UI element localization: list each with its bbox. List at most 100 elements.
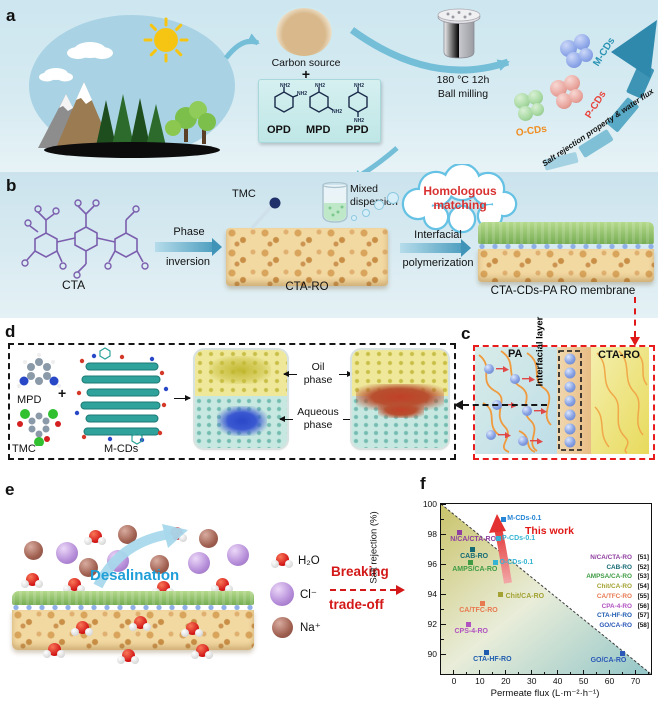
legend-row: CTA-HF-RO [57]	[586, 611, 649, 621]
oil-phase-text: phase	[303, 374, 333, 386]
cta-cds-pa-label: CTA-CDs-PA RO membrane	[490, 285, 636, 297]
data-point	[465, 621, 471, 627]
oil-arrow-right	[339, 371, 353, 378]
data-point-label: CAB-RO	[460, 552, 489, 560]
chart-legend: N/CA/CTA-RO [51] CAB-RO [52] AMPSA/CA-RO [53]…	[586, 553, 649, 631]
data-point	[500, 516, 506, 522]
x-minor-tick	[544, 671, 546, 674]
legend-ref: [54]	[637, 583, 649, 591]
y-tick-label: 96	[427, 559, 437, 570]
water-molecule	[21, 570, 43, 590]
legend-ref: [55]	[637, 592, 649, 600]
plus-sign-d: +	[58, 385, 67, 401]
y-tick-label: 98	[427, 529, 437, 540]
y-minor-tick	[441, 548, 444, 550]
simulation-box-after	[352, 350, 448, 448]
breaking-text: Breaking	[331, 564, 389, 579]
panel-b-label: b	[6, 176, 17, 195]
chloride-ion	[227, 544, 249, 566]
x-tick-mark	[505, 669, 507, 674]
mpd-molecule-label: MPD	[17, 394, 42, 406]
legend-ref: [52]	[637, 563, 649, 571]
x-tick-label: 20	[501, 676, 511, 686]
legend-name: N/CA/CTA-RO	[590, 554, 632, 561]
conifer-trees	[96, 94, 166, 150]
svg-text:NH2: NH2	[332, 109, 342, 115]
panel-a-label: a	[6, 6, 16, 25]
simulation-box-before	[195, 350, 287, 448]
interfacial-layer-box	[558, 350, 582, 451]
svg-text:NH2: NH2	[315, 83, 325, 89]
legend-row: CPA-4-RO [56]	[586, 602, 649, 612]
phase-text: Phase	[173, 226, 205, 238]
mcds-molecular-structure	[74, 347, 169, 445]
x-tick-mark	[531, 669, 533, 674]
water-molecule	[43, 640, 65, 660]
data-point-label: GO/CA-RO	[590, 657, 627, 665]
data-point-label: O-CDs-0.1	[499, 558, 534, 566]
opd-label: OPD	[267, 124, 291, 136]
data-point-label: N/CA/CTA-RO	[450, 536, 497, 544]
data-point-label: CTA-HF-RO	[473, 655, 512, 663]
y-minor-tick	[441, 608, 444, 610]
h2o-legend-label: H₂O	[298, 555, 320, 567]
sodium-ion	[79, 558, 98, 577]
chloride-ion	[188, 552, 210, 574]
sodium-ion	[150, 555, 169, 574]
data-point-label: Chit/CA-RO	[505, 593, 545, 601]
sodium-ion	[24, 541, 43, 560]
legend-ref: [53]	[637, 573, 649, 581]
data-point-label: P-CDs-0.1	[502, 534, 536, 542]
data-point	[456, 530, 462, 536]
h2o-legend-icon	[271, 550, 293, 570]
water-molecule	[63, 575, 85, 595]
milling-method: Ball milling	[437, 88, 489, 100]
cloud-icons	[39, 42, 113, 82]
interfacial-film-blob-2	[378, 402, 424, 418]
data-point	[498, 591, 504, 597]
x-tick-label: 30	[527, 676, 537, 686]
na-legend-label: Na⁺	[300, 622, 321, 634]
dropper-icon	[250, 197, 281, 230]
svg-text:NH2: NH2	[297, 91, 307, 97]
x-minor-tick	[466, 671, 468, 674]
bubbles	[351, 192, 399, 221]
nh2-label: NH2	[280, 83, 290, 89]
data-point	[495, 536, 501, 542]
sodium-ion	[199, 529, 218, 548]
y-tick-label: 90	[427, 649, 437, 660]
interfacial-cd-column	[564, 353, 576, 448]
carbon-source-image	[276, 8, 332, 56]
svg-text:NH2: NH2	[354, 83, 364, 89]
legend-name: CA/TFC-RO	[596, 592, 632, 600]
membrane-support	[478, 249, 654, 282]
interfacial-polymerization-arrow	[400, 239, 471, 257]
y-axis-title: Salt rejection (%)	[368, 511, 380, 584]
svg-text:NH2: NH2	[354, 118, 364, 123]
data-point	[468, 560, 474, 566]
panel-d-label: d	[5, 322, 16, 341]
x-minor-tick	[647, 671, 649, 674]
water-molecule	[211, 575, 233, 595]
legend-row: Chit/CA-RO [54]	[586, 582, 649, 592]
data-point	[469, 546, 475, 552]
x-tick-label: 60	[604, 676, 615, 686]
cl-legend-icon	[270, 582, 294, 606]
amine-monomers-box: NH2 NH2 NH2 NH2 NH2 NH2 OPD MPD PPD	[258, 79, 381, 143]
legend-ref: [51]	[637, 554, 649, 561]
chloride-ion	[56, 542, 78, 564]
cd-interlayer-dots	[478, 243, 654, 250]
tradeoff-text: trade-off	[329, 597, 384, 612]
x-tick-mark	[479, 669, 481, 674]
x-axis-title: Permeate flux (L·m⁻²·h⁻¹)	[490, 688, 600, 699]
cl-legend-label: Cl⁻	[300, 589, 317, 601]
cta-ro-polymer-chains	[594, 350, 648, 454]
y-tick-label: 92	[427, 619, 437, 630]
oil-arrow-left	[283, 371, 297, 378]
data-point-label: CPS-4-RO	[454, 627, 488, 635]
legend-name: CAB-RO	[606, 563, 632, 571]
y-tick-mark	[441, 593, 446, 595]
plus-sign: +	[301, 66, 311, 82]
x-tick-mark	[453, 669, 455, 674]
